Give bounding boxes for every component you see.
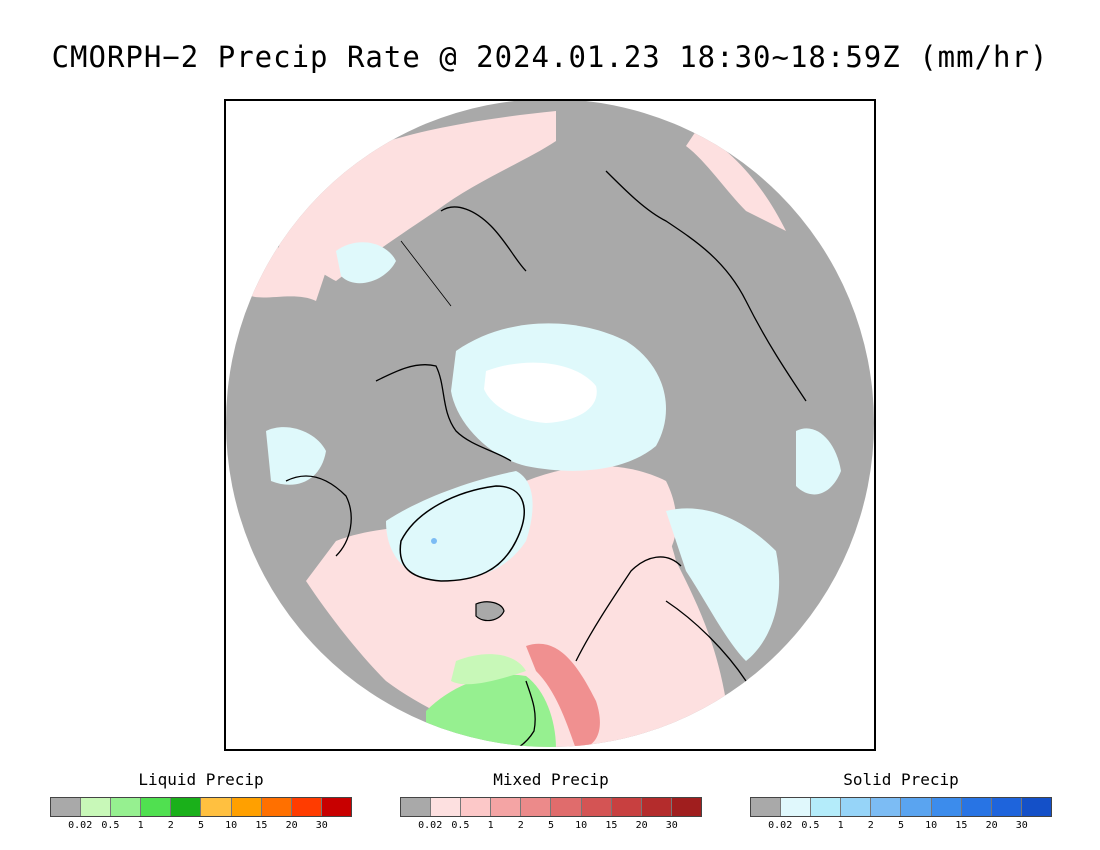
legend-tick-label: 15: [255, 820, 268, 831]
legend-swatch: [201, 798, 232, 816]
legend-tick-label: 30: [665, 820, 678, 831]
liquid-precip-british-isles: [426, 674, 556, 747]
legend-tick-label: 0.5: [801, 820, 820, 831]
legend-tick-label: 10: [225, 820, 238, 831]
legend-tick-label: 30: [1015, 820, 1028, 831]
liquid-precip-light: [451, 654, 526, 685]
legend-color-bar: [750, 797, 1052, 817]
greenland: [399, 485, 525, 582]
legend-swatch: [171, 798, 202, 816]
legend-mixed: Mixed Precip 0.02 0.5 1 2 5 10 15 20 30: [400, 770, 702, 834]
legend-title: Liquid Precip: [138, 770, 264, 789]
legend-tick-label: 1: [137, 820, 144, 831]
legend-swatch: [111, 798, 142, 816]
legend-swatch: [401, 798, 432, 816]
legend-swatch: [491, 798, 522, 816]
legend-tick-label: 20: [285, 820, 298, 831]
legend-tick-label: 2: [867, 820, 874, 831]
legend-swatch: [231, 798, 262, 816]
legend-swatch: [751, 798, 782, 816]
alaska-coast: [440, 206, 527, 272]
legend-swatch: [431, 798, 462, 816]
solid-precip-russia-east: [796, 428, 841, 495]
greenland-blue-spot: [431, 538, 437, 544]
legend-tick-label: 0.5: [451, 820, 470, 831]
legend-swatch: [51, 798, 82, 816]
legend-solid: Solid Precip 0.02 0.5 1 2 5 10 15 20 30: [750, 770, 1052, 834]
legend-title: Mixed Precip: [493, 770, 609, 789]
legend-tick-label: 20: [635, 820, 648, 831]
legend-swatch: [141, 798, 172, 816]
legend-swatch: [991, 798, 1022, 816]
legend-swatch: [551, 798, 582, 816]
map-disk: [226, 101, 874, 747]
legend-tick-label: 5: [897, 820, 905, 831]
solid-precip-alaska: [336, 242, 396, 284]
legend-tick-label: 20: [985, 820, 998, 831]
legend-swatch: [871, 798, 902, 816]
legend-tick-label: 5: [197, 820, 205, 831]
legend-tick-label: 1: [837, 820, 844, 831]
legend-liquid: Liquid Precip 0.02 0.5 1 2 5 10 15 20 30: [50, 770, 352, 834]
solid-precip-canada-patches: [266, 427, 326, 485]
map-frame: [224, 99, 876, 751]
legend-swatch: [931, 798, 962, 816]
legend-tick-label: 10: [925, 820, 938, 831]
legend-ticks: 0.02 0.5 1 2 5 10 15 20 30: [750, 820, 1052, 834]
legend-tick-label: 0.02: [418, 820, 443, 831]
hudson-bay: [285, 475, 352, 557]
solid-precip-scandinavia: [666, 508, 780, 661]
legend-swatch: [841, 798, 872, 816]
date-line: [400, 240, 452, 307]
legend-color-bar: [400, 797, 702, 817]
legend-tick-label: 2: [167, 820, 174, 831]
legend-swatch: [781, 798, 812, 816]
canada-archipelago: [375, 364, 512, 462]
legend-swatch: [961, 798, 992, 816]
legend-title: Solid Precip: [843, 770, 959, 789]
legend-swatch: [461, 798, 492, 816]
siberia-coast: [605, 170, 807, 402]
legend-tick-label: 0.02: [68, 820, 93, 831]
legend-tick-label: 0.5: [101, 820, 120, 831]
mixed-precip-nordic-seas: [526, 466, 677, 571]
mixed-precip-north-sea-band: [526, 643, 600, 747]
legend-swatch: [521, 798, 552, 816]
legend-swatch: [901, 798, 932, 816]
legend-tick-label: 15: [605, 820, 618, 831]
arctic-white-core: [484, 362, 597, 423]
legend-swatch: [261, 798, 292, 816]
polar-map: [226, 101, 874, 747]
legend-swatch: [671, 798, 701, 816]
legend-tick-label: 5: [547, 820, 555, 831]
legend-swatch: [811, 798, 842, 816]
legend-swatch: [611, 798, 642, 816]
legend-ticks: 0.02 0.5 1 2 5 10 15 20 30: [50, 820, 352, 834]
mixed-precip-bering: [251, 247, 326, 301]
legend-swatch: [81, 798, 112, 816]
legend-ticks: 0.02 0.5 1 2 5 10 15 20 30: [400, 820, 702, 834]
legend-tick-label: 10: [575, 820, 588, 831]
mixed-precip-north-pacific: [276, 111, 556, 281]
map-title: CMORPH−2 Precip Rate @ 2024.01.23 18:30~…: [51, 40, 1049, 74]
iceland: [475, 601, 505, 622]
mixed-precip-siberia: [686, 131, 786, 231]
scandinavia-coast: [575, 556, 682, 662]
legend-swatch: [641, 798, 672, 816]
legend-swatch: [581, 798, 612, 816]
legend-tick-label: 1: [487, 820, 494, 831]
legend-swatch: [1021, 798, 1051, 816]
legend-tick-label: 30: [315, 820, 328, 831]
legend-tick-label: 15: [955, 820, 968, 831]
legend-color-bar: [50, 797, 352, 817]
legend-tick-label: 0.02: [768, 820, 793, 831]
legend-swatch: [321, 798, 351, 816]
legend-tick-label: 2: [517, 820, 524, 831]
legend-swatch: [291, 798, 322, 816]
